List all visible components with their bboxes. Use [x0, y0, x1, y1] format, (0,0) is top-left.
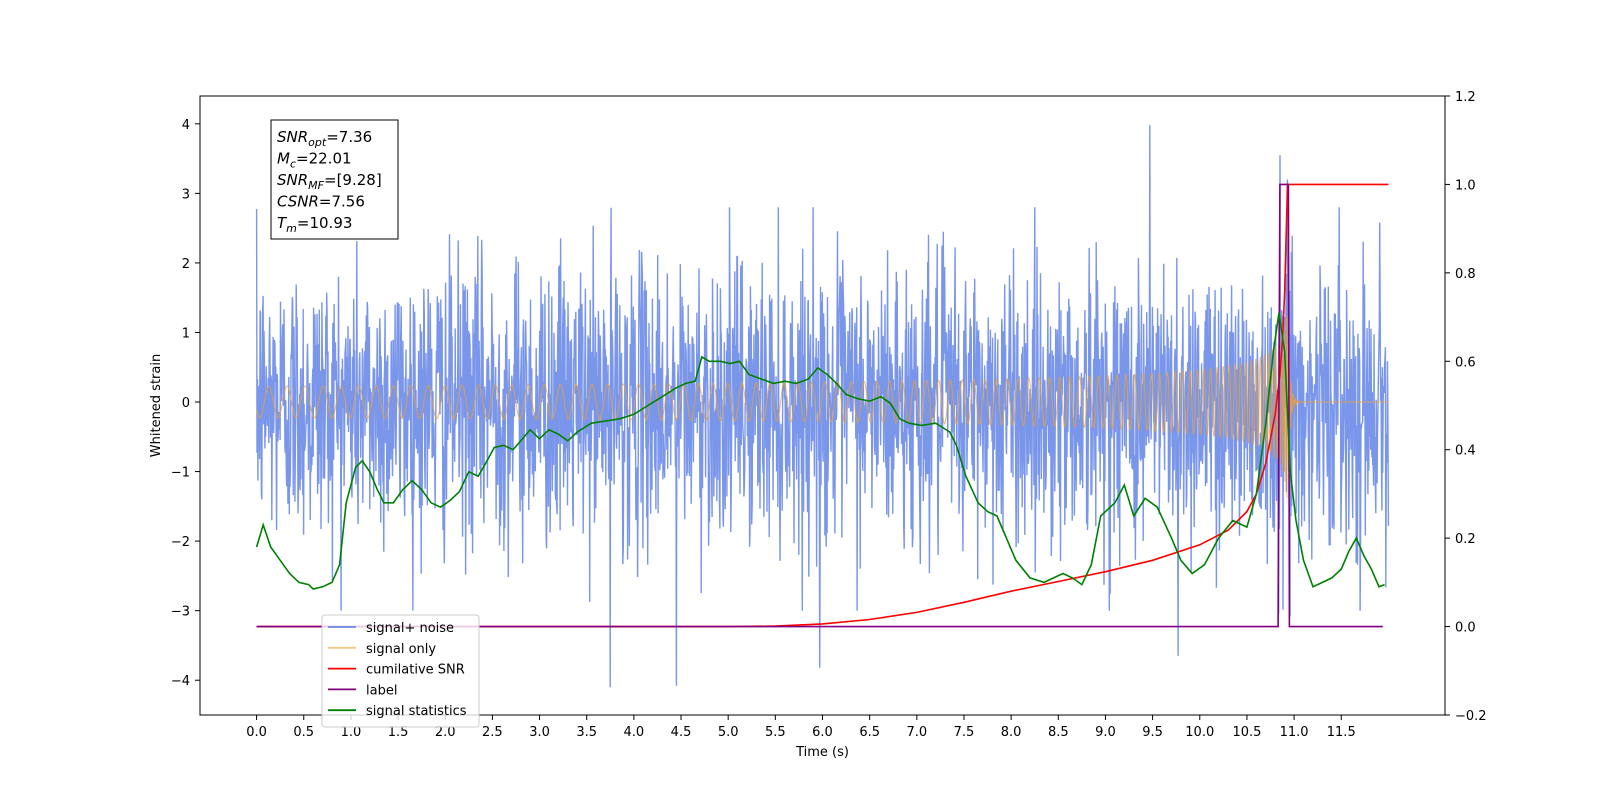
x-tick-label: 3.0: [529, 725, 550, 740]
info-line: SNRMF=[9.28]: [277, 171, 382, 192]
x-tick-label: 11.0: [1280, 725, 1309, 740]
y-tick-label: 3: [182, 187, 190, 202]
info-symbol: SNR: [277, 128, 308, 146]
label-line: [256, 183, 1383, 628]
y-axis-label: Whitened strain: [149, 354, 164, 457]
y-right-tick-label: 1.2: [1455, 90, 1476, 105]
info-subscript: c: [290, 158, 296, 171]
x-tick-label: 1.5: [388, 725, 409, 740]
info-value: =22.01: [296, 150, 352, 168]
y-right-tick-label: −0.2: [1455, 709, 1487, 724]
info-value: =10.93: [297, 214, 353, 232]
info-subscript: opt: [308, 136, 327, 149]
x-tick-label: 3.5: [576, 725, 597, 740]
y-axis-left-ticks: 4 3 2 1 0 −1 −2 −3 −4: [171, 118, 200, 689]
x-tick-label: 9.0: [1095, 725, 1116, 740]
x-tick-label: 8.0: [1001, 725, 1022, 740]
x-tick-label: 4.5: [671, 725, 692, 740]
info-line: CSNR=7.56: [277, 193, 365, 211]
signal-statistics-line: [255, 312, 1385, 590]
x-tick-label: 0.5: [293, 725, 314, 740]
legend-frame: [321, 614, 480, 728]
info-value: =7.36: [326, 128, 372, 146]
x-tick-label: 4.0: [624, 725, 645, 740]
y-axis-right-ticks: 1.2 1.0 0.8 0.6 0.4 0.2 0.0 −0.2: [1445, 90, 1487, 724]
info-box: SNRopt=7.36Mc=22.01SNRMF=[9.28]CSNR=7.56…: [270, 119, 399, 240]
x-axis-ticks: 0.0 0.5 1.0 1.5 2.0 2.5 3.0 3.5 4.0 4.5 5.0 5.5 6.0 6…: [246, 715, 1356, 740]
info-box-frame: [270, 119, 399, 240]
x-tick-label: 2.5: [482, 725, 503, 740]
x-tick-label: 6.0: [812, 725, 833, 740]
x-tick-label: 10.5: [1232, 725, 1261, 740]
info-value: =[9.28]: [324, 171, 382, 189]
info-subscript: m: [286, 222, 297, 235]
x-tick-label: 2.0: [435, 725, 456, 740]
x-axis-label: Time (s): [795, 745, 849, 760]
x-tick-label: 10.0: [1185, 725, 1214, 740]
y-right-tick-label: 0.0: [1455, 621, 1476, 636]
y-right-tick-label: 0.4: [1455, 444, 1476, 459]
x-tick-label: 5.5: [765, 725, 786, 740]
y-right-tick-label: 1.0: [1455, 178, 1476, 193]
legend-label: signal+ noise: [366, 621, 454, 636]
y-tick-label: 0: [182, 396, 190, 411]
y-right-tick-label: 0.6: [1455, 355, 1476, 370]
y-tick-label: −3: [171, 605, 190, 620]
y-tick-label: 4: [182, 118, 190, 133]
y-tick-label: −4: [171, 674, 190, 689]
legend-label: signal only: [366, 642, 436, 657]
signal-only-line: [256, 315, 1389, 498]
y-right-tick-label: 0.8: [1455, 267, 1476, 282]
cumilative-snr-line: [256, 183, 1389, 628]
info-line: Mc=22.01: [277, 150, 352, 171]
legend-label: label: [366, 683, 397, 698]
y-tick-label: 2: [182, 257, 190, 272]
x-tick-label: 7.5: [954, 725, 975, 740]
x-tick-label: 7.0: [906, 725, 927, 740]
y-tick-label: −1: [171, 466, 190, 481]
plot-area: [255, 125, 1390, 688]
x-tick-label: 11.5: [1327, 725, 1356, 740]
y-tick-label: −2: [171, 535, 190, 550]
info-line: SNRopt=7.36: [277, 128, 372, 149]
info-symbol: CSNR: [277, 193, 319, 211]
x-tick-label: 5.0: [718, 725, 739, 740]
legend-label: cumilative SNR: [366, 663, 465, 678]
info-value: =7.56: [319, 193, 365, 211]
x-tick-label: 1.0: [341, 725, 362, 740]
x-tick-label: 9.5: [1142, 725, 1163, 740]
x-tick-label: 8.5: [1048, 725, 1069, 740]
y-right-tick-label: 0.2: [1455, 532, 1476, 547]
x-tick-label: 0.0: [246, 725, 267, 740]
x-tick-label: 6.5: [859, 725, 880, 740]
info-symbol: M: [277, 150, 290, 168]
legend-label: signal statistics: [366, 704, 467, 719]
y-tick-label: 1: [182, 326, 190, 341]
info-line: Tm=10.93: [277, 214, 352, 235]
info-symbol: SNR: [277, 171, 308, 189]
info-symbol: T: [277, 214, 288, 232]
legend: signal+ noise signal only cumilative SNR la…: [321, 614, 480, 728]
info-subscript: MF: [308, 179, 324, 192]
